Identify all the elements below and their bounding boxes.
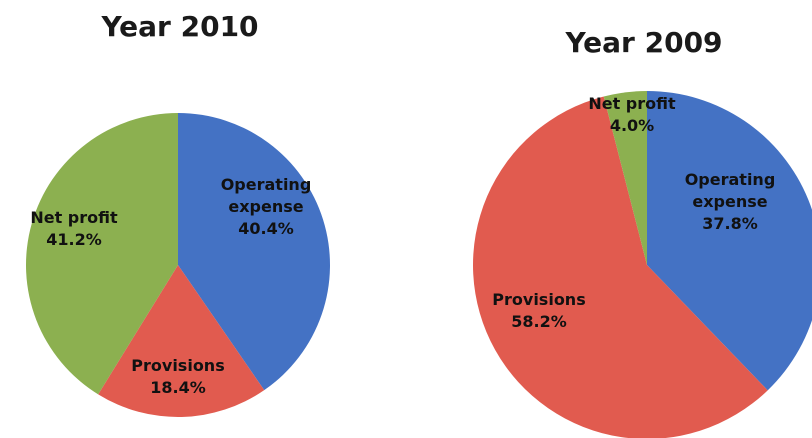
pie-slice-net-profit-2010	[25, 113, 178, 395]
chart-title-2010: Year 2010	[100, 10, 258, 43]
pie-slice-provisions-2010	[98, 265, 265, 418]
pie-slice-provisions-2009	[473, 96, 768, 438]
slice-label-provisions-2010: Provisions 18.4%	[131, 356, 224, 397]
chart-title-2009: Year 2009	[564, 26, 722, 59]
pie-chart-2009: Operating expense 37.8% Provisions 58.2% Net …	[473, 91, 812, 438]
pie-slice-net-profit-2009	[603, 91, 647, 265]
pie-slice-operating-expense-2010	[178, 113, 330, 391]
slice-label-net-profit-2009: Net profit 4.0%	[588, 94, 676, 135]
slice-label-net-profit-2010: Net profit 41.2%	[30, 208, 118, 249]
pie-slice-operating-expense-2009	[647, 91, 812, 391]
slice-label-provisions-2009: Provisions 58.2%	[492, 290, 585, 331]
pie-chart-2010: Operating expense 40.4% Provisions 18.4% Net …	[25, 113, 330, 418]
slice-label-operating-expense-2009: Operating expense 37.8%	[685, 170, 776, 233]
slice-label-operating-expense-2010: Operating expense 40.4%	[221, 175, 312, 238]
